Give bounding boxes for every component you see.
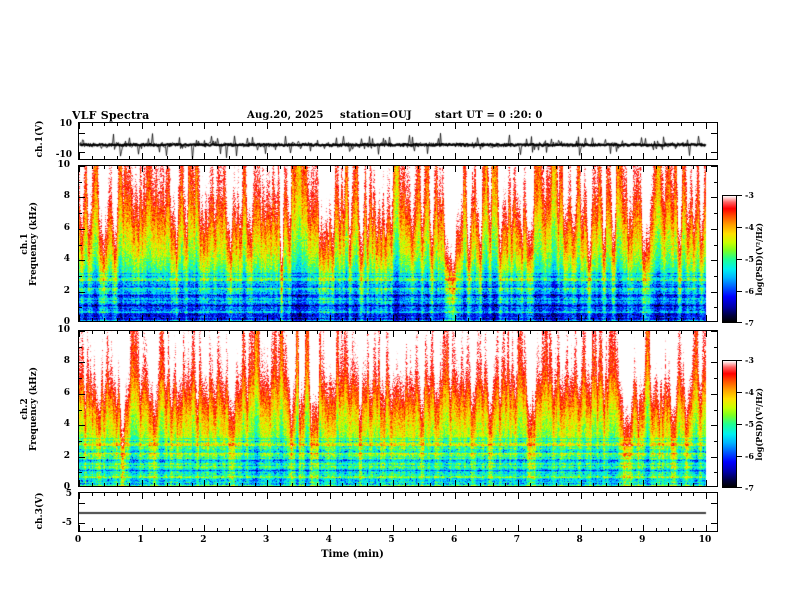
colorbar-tick xyxy=(737,392,742,393)
colorbar-ch2-tick--4: -4 xyxy=(745,387,754,397)
colorbar-ch2-tick--3: -3 xyxy=(745,355,754,365)
ch1spec-ytick-10: 10 xyxy=(57,160,70,170)
colorbar-ch1-tick--5: -5 xyxy=(745,254,754,264)
colorbar-ch2-tick--5: -5 xyxy=(745,419,754,429)
colorbar-ch1-ticks xyxy=(737,195,744,323)
ch1spec-ytick-8: 8 xyxy=(63,191,70,202)
colorbar-tick xyxy=(737,487,742,488)
x-tick-label: 4 xyxy=(325,535,332,545)
colorbar-ch1-tick--4: -4 xyxy=(745,222,754,232)
ch1-spectrogram-image xyxy=(79,166,717,321)
ch2spec-ytick-10: 10 xyxy=(57,325,70,335)
colorbar-ch1-tick--6: -6 xyxy=(745,286,754,296)
ch1spec-ytick-6: 6 xyxy=(63,222,70,233)
colorbar-ch2-tick--6: -6 xyxy=(745,451,754,461)
colorbar-tick xyxy=(737,259,742,260)
x-tick-label: 9 xyxy=(639,535,646,545)
ch2-spectrogram-image xyxy=(79,331,717,486)
plot-title: VLF Spectra xyxy=(72,109,150,122)
panel-ch1-voltage xyxy=(78,122,718,160)
colorbar-tick xyxy=(737,227,742,228)
observation-date: Aug.20, 2025 xyxy=(247,110,324,121)
station-label: station=OUJ xyxy=(340,110,412,121)
x-tick-label: 1 xyxy=(137,535,144,545)
colorbar-tick xyxy=(737,360,742,361)
ch1v-ytick-lo: -10 xyxy=(55,150,72,160)
colorbar-tick xyxy=(737,291,742,292)
x-tick-label: 3 xyxy=(262,535,270,545)
panel-ch2-spectrogram xyxy=(78,330,718,487)
ch3v-ytick-hi: 5 xyxy=(65,489,72,499)
colorbar-ch1-title: log(PSD)(V²/Hz) xyxy=(754,223,764,296)
colorbar-tick xyxy=(737,195,742,196)
ch2spec-ytick-0: 0 xyxy=(63,482,70,492)
ch1spec-axis-title-line2: Frequency (kHz) xyxy=(29,202,39,287)
x-tick-label: 5 xyxy=(388,535,395,545)
colorbar-ch1-tick--7: -7 xyxy=(745,318,754,328)
colorbar-ch2-ticks xyxy=(737,360,744,488)
panel-ch3-voltage xyxy=(78,492,718,532)
colorbar-ch2-gradient xyxy=(722,360,737,488)
panel-ch1-spectrogram xyxy=(78,165,718,322)
colorbar-ch1-tick--3: -3 xyxy=(745,190,754,200)
ch2spec-axis-title-line2: Frequency (kHz) xyxy=(29,367,39,452)
colorbar-ch2-tick--7: -7 xyxy=(745,483,754,493)
ch3v-ytick-lo: -5 xyxy=(62,518,72,528)
x-tick-label: 10 xyxy=(698,535,712,545)
colorbar-ch2-title: log(PSD)(V²/Hz) xyxy=(754,388,764,461)
colorbar-ch1-gradient xyxy=(722,195,737,323)
x-axis-title-text: Time (min) xyxy=(321,549,384,560)
start-ut-label: start UT = 0 :20: 0 xyxy=(435,110,543,121)
ch2spec-ytick-8: 8 xyxy=(63,356,70,367)
ch1v-axis-title: ch.1(V) xyxy=(35,120,45,158)
x-tick-label: 8 xyxy=(576,535,583,545)
ch1v-ytick-hi: 10 xyxy=(59,119,72,129)
ch2spec-ytick-4: 4 xyxy=(63,419,70,430)
colorbar-tick xyxy=(737,424,742,425)
ch2spec-ytick-6: 6 xyxy=(63,387,70,398)
colorbar-tick xyxy=(737,456,742,457)
x-axis-title: Time (min) xyxy=(0,549,705,560)
colorbar-tick xyxy=(737,322,742,323)
ch2spec-ytick-2: 2 xyxy=(63,450,70,461)
ch3v-axis-title: ch.3(V) xyxy=(35,492,45,530)
ch3-voltage-trace xyxy=(79,493,717,531)
ch1spec-ytick-2: 2 xyxy=(63,285,70,296)
x-tick-label: 6 xyxy=(451,535,458,545)
x-tick-label: 7 xyxy=(513,535,521,545)
x-tick-label: 0 xyxy=(74,535,82,545)
x-tick-label: 2 xyxy=(200,535,207,545)
ch1spec-ytick-0: 0 xyxy=(63,317,70,327)
ch1-voltage-trace xyxy=(79,123,717,159)
ch1spec-ytick-4: 4 xyxy=(63,254,70,265)
